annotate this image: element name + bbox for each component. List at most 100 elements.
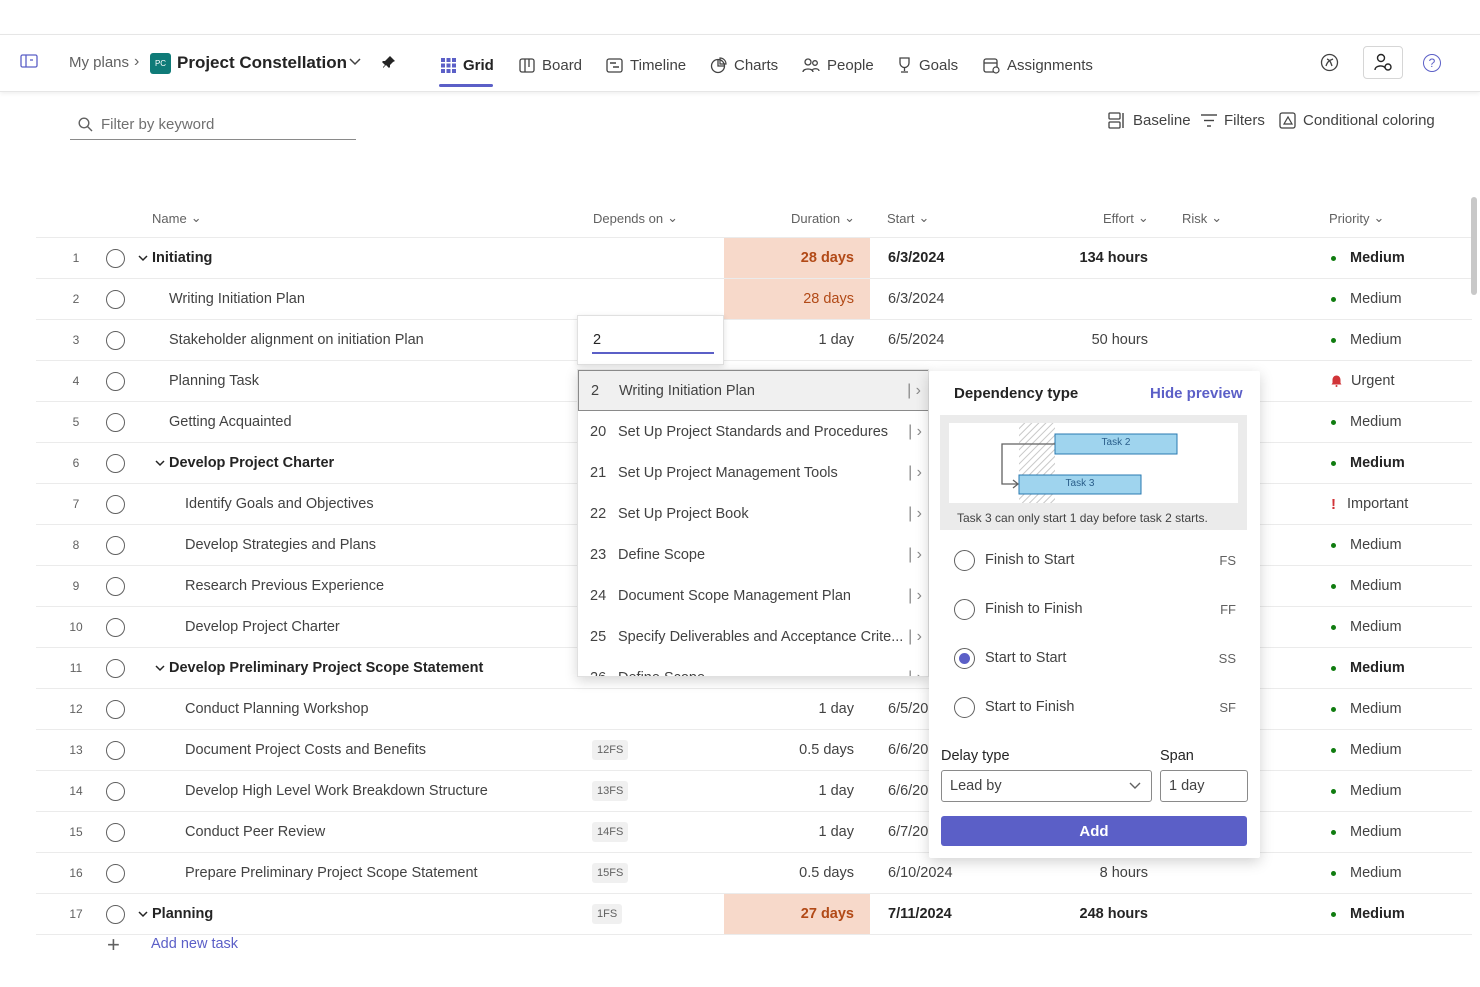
depends-on-chip[interactable]: 12FS <box>592 740 629 760</box>
priority-cell[interactable]: Urgent <box>1331 361 1395 401</box>
tab-board[interactable]: Board <box>519 52 582 78</box>
chevron-right-icon[interactable]: | › <box>908 545 922 563</box>
task-complete-checkbox[interactable] <box>106 454 125 473</box>
task-name[interactable]: Planning <box>152 906 214 922</box>
depends-on-chip[interactable]: 15FS <box>592 863 629 883</box>
radio-button[interactable] <box>954 598 975 620</box>
chevron-down-icon[interactable] <box>138 238 148 278</box>
task-name[interactable]: Identify Goals and Objectives <box>185 496 374 512</box>
priority-cell[interactable]: Medium <box>1331 607 1402 647</box>
table-row[interactable]: 2 Writing Initiation Plan 28 days 6/3/2024 M… <box>36 279 1472 320</box>
column-header-effort[interactable]: Effort ⌄ <box>1103 210 1149 226</box>
effort-cell[interactable]: 134 hours <box>1079 250 1149 266</box>
table-row[interactable]: 3 Stakeholder alignment on initiation Pla… <box>36 320 1472 361</box>
share-people-icon[interactable] <box>1363 46 1403 79</box>
start-date-cell[interactable]: 6/5/2024 <box>888 332 945 348</box>
task-name[interactable]: Develop Project Charter <box>185 619 340 635</box>
task-complete-checkbox[interactable] <box>106 741 125 760</box>
dropdown-option[interactable]: 23 Define Scope | › <box>578 534 928 575</box>
chevron-right-icon[interactable]: | › <box>908 422 922 440</box>
start-date-cell[interactable]: 6/6/20 <box>888 783 929 799</box>
duration-cell[interactable]: 1 day <box>818 332 854 348</box>
task-complete-checkbox[interactable] <box>106 864 125 883</box>
table-row[interactable]: 15 Conduct Peer Review 14FS 1 day 6/7/20 Medi… <box>36 812 1472 853</box>
task-complete-checkbox[interactable] <box>106 577 125 596</box>
task-complete-checkbox[interactable] <box>106 249 125 268</box>
dropdown-option[interactable]: 2 Writing Initiation Plan | › <box>578 370 928 411</box>
duration-cell[interactable]: 28 days <box>724 238 870 278</box>
task-complete-checkbox[interactable] <box>106 659 125 678</box>
chevron-right-icon[interactable]: | › <box>907 381 921 399</box>
task-name[interactable]: Develop Preliminary Project Scope Statem… <box>169 660 484 676</box>
task-name[interactable]: Develop High Level Work Breakdown Struct… <box>185 783 488 799</box>
column-header-depends-on[interactable]: Depends on ⌄ <box>593 210 678 226</box>
tab-assignments[interactable]: Assignments <box>983 52 1093 78</box>
filters-button[interactable]: Filters <box>1201 112 1265 129</box>
task-name[interactable]: Conduct Peer Review <box>185 824 326 840</box>
task-complete-checkbox[interactable] <box>106 331 125 350</box>
depends-on-edit-cell[interactable]: 2 <box>577 315 724 365</box>
column-header-duration[interactable]: Duration ⌄ <box>791 210 855 226</box>
column-header-name[interactable]: Name ⌄ <box>152 210 202 226</box>
column-header-priority[interactable]: Priority ⌄ <box>1329 210 1384 226</box>
chevron-right-icon[interactable]: | › <box>908 627 922 645</box>
table-row[interactable]: 16 Prepare Preliminary Project Scope Stat… <box>36 853 1472 894</box>
task-name[interactable]: Planning Task <box>169 373 260 389</box>
dependency-option-fs[interactable]: Finish to Start FS <box>954 547 1236 573</box>
sidebar-toggle-icon[interactable] <box>20 54 38 68</box>
chevron-right-icon[interactable]: | › <box>908 586 922 604</box>
task-name[interactable]: Conduct Planning Workshop <box>185 701 369 717</box>
delay-type-select[interactable]: Lead by <box>941 770 1152 802</box>
priority-cell[interactable]: Medium <box>1331 443 1405 483</box>
dropdown-option[interactable]: 25 Specify Deliverables and Acceptance Cr… <box>578 616 928 657</box>
chevron-down-icon[interactable] <box>155 443 165 483</box>
dropdown-option[interactable]: 26Define Scope | › <box>578 657 928 677</box>
duration-cell[interactable]: 0.5 days <box>799 865 854 881</box>
start-date-cell[interactable]: 6/3/2024 <box>888 291 945 307</box>
table-row[interactable]: 11 Develop Preliminary Project Scope Stat… <box>36 648 1472 689</box>
priority-cell[interactable]: ! Important <box>1331 484 1408 524</box>
effort-cell[interactable]: 8 hours <box>1099 865 1148 881</box>
task-complete-checkbox[interactable] <box>106 290 125 309</box>
priority-cell[interactable]: Medium <box>1331 320 1402 360</box>
chevron-down-icon[interactable] <box>155 648 165 688</box>
dropdown-option[interactable]: 24 Document Scope Management Plan | › <box>578 575 928 616</box>
tab-timeline[interactable]: Timeline <box>606 52 686 78</box>
priority-cell[interactable]: Medium <box>1331 279 1402 319</box>
add-button[interactable]: Add <box>941 816 1247 846</box>
duration-cell[interactable]: 28 days <box>724 279 870 319</box>
chevron-down-icon[interactable] <box>138 894 148 934</box>
task-complete-checkbox[interactable] <box>106 823 125 842</box>
chevron-right-icon[interactable]: | › <box>908 668 922 677</box>
radio-button[interactable] <box>954 696 975 718</box>
depends-on-chip[interactable]: 13FS <box>592 781 629 801</box>
table-row[interactable]: 12 Conduct Planning Workshop 1 day 6/5/20 Me… <box>36 689 1472 730</box>
dropdown-option[interactable]: 20 Set Up Project Standards and Procedure… <box>578 411 928 452</box>
task-name[interactable]: Develop Strategies and Plans <box>185 537 377 553</box>
tab-goals[interactable]: Goals <box>897 52 958 78</box>
priority-cell[interactable]: Medium <box>1331 402 1402 442</box>
task-name[interactable]: Stakeholder alignment on initiation Plan <box>169 332 424 348</box>
hide-preview-link[interactable]: Hide preview <box>1150 385 1243 402</box>
help-icon[interactable]: ? <box>1423 54 1441 72</box>
task-complete-checkbox[interactable] <box>106 372 125 391</box>
task-name[interactable]: Develop Project Charter <box>169 455 335 471</box>
dropdown-option[interactable]: 21 Set Up Project Management Tools | › <box>578 452 928 493</box>
start-date-cell[interactable]: 6/3/2024 <box>888 250 945 266</box>
task-complete-checkbox[interactable] <box>106 700 125 719</box>
start-date-cell[interactable]: 6/10/2024 <box>888 865 953 881</box>
task-complete-checkbox[interactable] <box>106 495 125 514</box>
effort-cell[interactable]: 50 hours <box>1091 332 1148 348</box>
depends-on-input[interactable]: 2 <box>593 332 602 348</box>
task-name[interactable]: Initiating <box>152 250 213 266</box>
chevron-right-icon[interactable]: | › <box>908 504 922 522</box>
vertical-scrollbar[interactable] <box>1471 197 1477 295</box>
dependency-option-sf[interactable]: Start to Finish SF <box>954 694 1236 720</box>
task-complete-checkbox[interactable] <box>106 782 125 801</box>
pin-icon[interactable] <box>382 55 396 69</box>
priority-cell[interactable]: Medium <box>1331 853 1402 893</box>
chevron-right-icon[interactable]: | › <box>908 463 922 481</box>
task-name[interactable]: Getting Acquainted <box>169 414 292 430</box>
priority-cell[interactable]: Medium <box>1331 730 1402 770</box>
copilot-icon[interactable] <box>1320 53 1339 72</box>
